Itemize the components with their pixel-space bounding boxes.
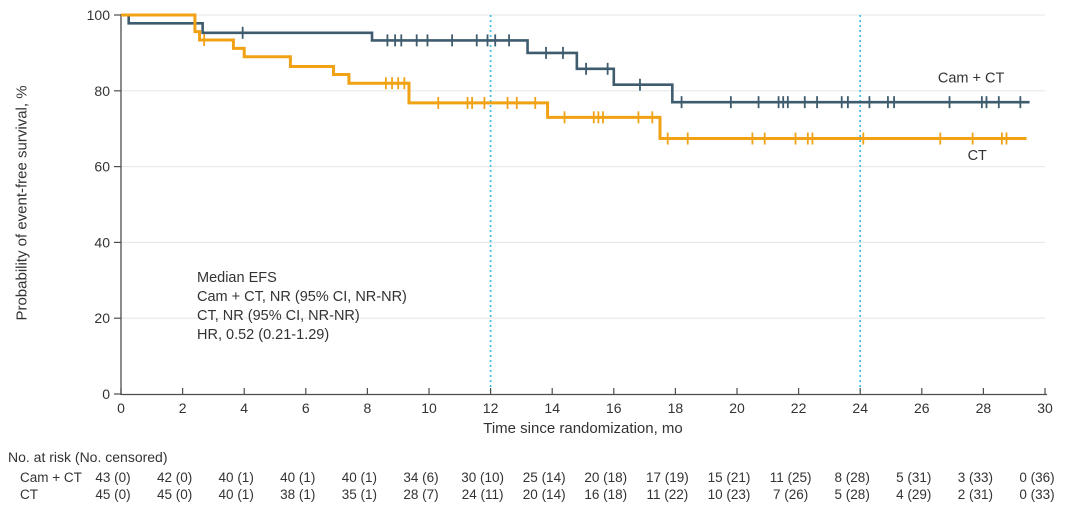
curve-label-ct: CT: [968, 148, 987, 164]
risk-cell: 10 (23): [707, 487, 751, 502]
x-tick-label: 20: [729, 400, 745, 416]
annotation-line: CT, NR (95% CI, NR-NR): [197, 308, 360, 324]
risk-cell: 35 (1): [341, 487, 378, 502]
risk-row-label: CT: [20, 487, 38, 502]
risk-cell: 20 (14): [522, 487, 566, 502]
risk-cell: 40 (1): [218, 470, 254, 485]
x-tick-label: 0: [117, 400, 125, 416]
y-axis-title: Probability of event-free survival, %: [13, 85, 31, 321]
risk-cell: 45 (0): [95, 487, 131, 502]
risk-cell: 11 (25): [769, 470, 812, 485]
x-tick-label: 24: [852, 400, 868, 416]
risk-cell: 5 (31): [896, 470, 932, 485]
risk-cell: 38 (1): [280, 487, 316, 502]
x-tick-label: 6: [302, 400, 310, 416]
risk-cell: 15 (21): [707, 470, 751, 485]
x-tick-label: 12: [483, 400, 499, 416]
x-tick-label: 30: [1037, 400, 1053, 416]
x-tick-label: 22: [791, 400, 807, 416]
risk-cell: 0 (33): [1019, 487, 1055, 502]
risk-cell: 34 (6): [403, 470, 439, 485]
y-tick-label: 40: [94, 234, 110, 250]
risk-cell: 5 (28): [834, 487, 870, 502]
y-tick-label: 20: [94, 310, 110, 326]
risk-cell: 8 (28): [834, 470, 870, 485]
y-tick-label: 100: [87, 7, 111, 23]
risk-cell: 3 (33): [957, 470, 994, 485]
x-tick-label: 14: [544, 400, 560, 416]
risk-cell: 28 (7): [403, 487, 439, 502]
risk-cell: 25 (14): [522, 470, 566, 485]
x-tick-label: 18: [668, 400, 684, 416]
risk-cell: 4 (29): [896, 487, 932, 502]
annotation-line: Median EFS: [197, 270, 277, 286]
risk-cell: 40 (1): [218, 487, 254, 502]
x-tick-label: 2: [179, 400, 187, 416]
annotation-line: Cam + CT, NR (95% CI, NR-NR): [197, 289, 407, 305]
y-tick-label: 80: [94, 83, 110, 99]
median-efs-annotation: Median EFS Cam + CT, NR (95% CI, NR-NR) CT…: [197, 269, 407, 345]
risk-cell: 42 (0): [156, 470, 193, 485]
risk-cell: 30 (10): [461, 470, 504, 485]
annotation-line: HR, 0.52 (0.21-1.29): [197, 327, 330, 343]
y-tick-label: 0: [102, 386, 110, 402]
risk-cell: 45 (0): [156, 487, 193, 502]
x-axis-title: Time since randomization, mo: [483, 420, 683, 437]
risk-table-header: No. at risk (No. censored): [8, 449, 168, 465]
risk-cell: 24 (11): [461, 487, 504, 502]
risk-cell: 16 (18): [584, 487, 628, 502]
risk-cell: 2 (31): [957, 487, 994, 502]
risk-row-label: Cam + CT: [20, 470, 82, 485]
x-tick-label: 16: [606, 400, 622, 416]
x-tick-label: 8: [364, 400, 372, 416]
risk-cell: 43 (0): [95, 470, 131, 485]
km-curve-cam-ct: [121, 13, 1030, 104]
risk-cell: 0 (36): [1019, 470, 1055, 485]
x-tick-label: 26: [914, 400, 930, 416]
risk-cell: 17 (19): [646, 470, 689, 485]
x-tick-label: 10: [421, 400, 437, 416]
risk-cell: 20 (18): [584, 470, 628, 485]
risk-cell: 40 (1): [341, 470, 378, 485]
km-curve-ct: [121, 13, 1027, 141]
x-tick-label: 4: [240, 400, 248, 416]
risk-cell: 40 (1): [280, 470, 316, 485]
risk-cell: 7 (26): [772, 487, 809, 502]
x-tick-label: 28: [976, 400, 992, 416]
curve-label-cam-ct: Cam + CT: [938, 71, 1005, 87]
y-tick-label: 60: [94, 159, 110, 175]
risk-cell: 11 (22): [646, 487, 689, 502]
